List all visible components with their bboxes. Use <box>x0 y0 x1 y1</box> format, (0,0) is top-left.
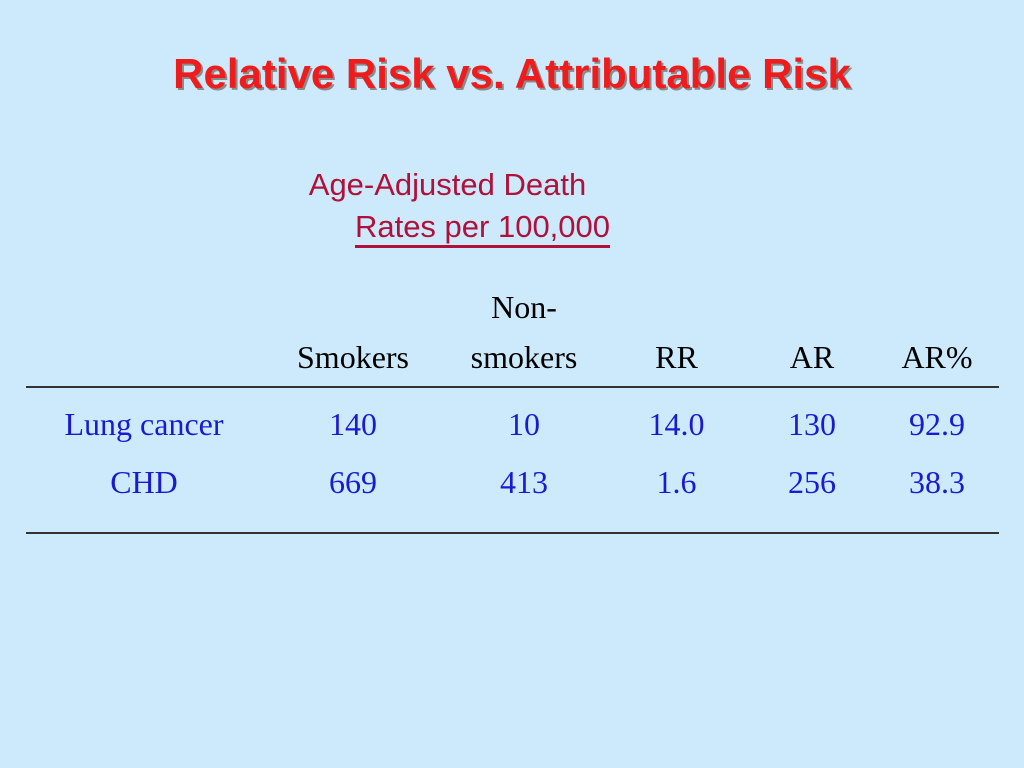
cell-rr: 1.6 <box>656 464 697 500</box>
table-row-chd: CHD 669 413 1.6 256 38.3 <box>26 460 999 533</box>
header-nonsmokers: Non-smokers <box>444 278 604 387</box>
row-label: CHD <box>110 464 178 500</box>
slide-title: Relative Risk vs. Attributable Risk <box>173 50 851 97</box>
cell-smokers: 140 <box>329 406 377 442</box>
cell-ar-percent: 92.9 <box>909 406 965 442</box>
cell-nonsmokers: 413 <box>500 464 548 500</box>
cell-ar: 256 <box>788 464 836 500</box>
table-caption: Age-Adjusted Death Rates per 100,000 <box>220 164 675 248</box>
table-row-lung-cancer: Lung cancer 140 10 14.0 130 92.9 <box>26 387 999 460</box>
cell-ar-percent: 38.3 <box>909 464 965 500</box>
header-label <box>26 278 262 387</box>
cell-smokers: 669 <box>329 464 377 500</box>
death-rates-table: Smokers Non-smokers RR AR AR% Lung cance… <box>26 278 999 534</box>
header-nonsmokers-line2: smokers <box>470 339 578 375</box>
cell-ar: 130 <box>788 406 836 442</box>
cell-nonsmokers: 10 <box>508 406 540 442</box>
cell-rr: 14.0 <box>648 406 705 442</box>
header-nonsmokers-line1: Non- <box>491 289 557 325</box>
table-header-row: Smokers Non-smokers RR AR AR% <box>26 278 999 387</box>
header-ar-percent: AR% <box>901 339 973 375</box>
header-ar: AR <box>789 339 835 375</box>
row-label: Lung cancer <box>64 406 224 442</box>
caption-line-1: Age-Adjusted Death <box>308 167 587 202</box>
header-rr: RR <box>655 339 698 375</box>
caption-line-2: Rates per 100,000 <box>354 209 611 248</box>
header-smokers: Smokers <box>297 339 409 375</box>
